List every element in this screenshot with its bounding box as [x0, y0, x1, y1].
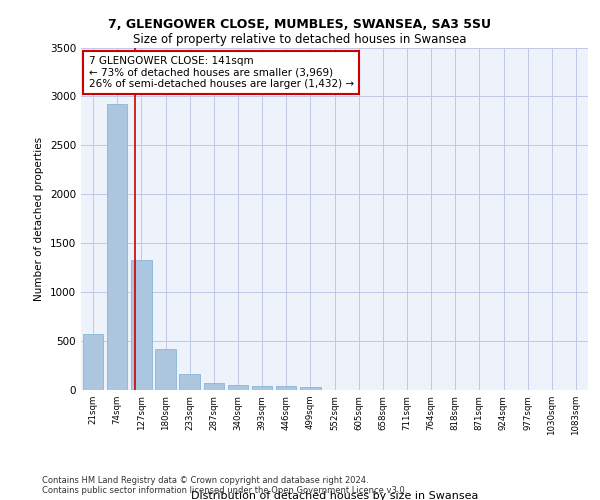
Bar [203, 382, 224, 390]
Text: Contains public sector information licensed under the Open Government Licence v3: Contains public sector information licen… [42, 486, 407, 495]
Bar [179, 374, 200, 390]
Text: 7, GLENGOWER CLOSE, MUMBLES, SWANSEA, SA3 5SU: 7, GLENGOWER CLOSE, MUMBLES, SWANSEA, SA… [109, 18, 491, 30]
X-axis label: Distribution of detached houses by size in Swansea: Distribution of detached houses by size … [191, 491, 478, 500]
Bar [155, 350, 176, 390]
Y-axis label: Number of detached properties: Number of detached properties [34, 136, 44, 301]
Text: Size of property relative to detached houses in Swansea: Size of property relative to detached ho… [133, 32, 467, 46]
Bar [131, 260, 152, 390]
Bar [276, 386, 296, 390]
Bar [227, 385, 248, 390]
Text: Contains HM Land Registry data © Crown copyright and database right 2024.: Contains HM Land Registry data © Crown c… [42, 476, 368, 485]
Bar [300, 387, 320, 390]
Text: 7 GLENGOWER CLOSE: 141sqm
← 73% of detached houses are smaller (3,969)
26% of se: 7 GLENGOWER CLOSE: 141sqm ← 73% of detac… [89, 56, 354, 90]
Bar [83, 334, 103, 390]
Bar [252, 386, 272, 390]
Bar [107, 104, 127, 390]
